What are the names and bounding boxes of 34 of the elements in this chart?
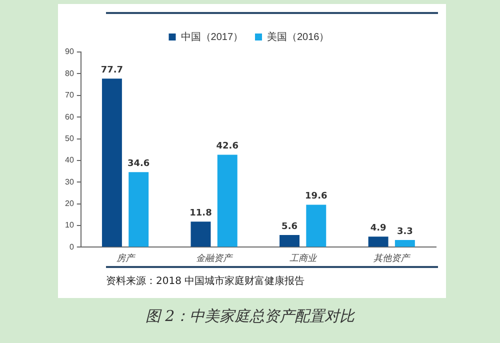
y-tick-label: 20 [64, 199, 74, 208]
data-label: 11.8 [190, 208, 212, 218]
y-tick-label: 40 [64, 156, 74, 165]
data-label: 77.7 [100, 66, 124, 76]
y-tick-label: 30 [64, 177, 74, 186]
y-tick-label: 90 [64, 47, 74, 56]
data-label: 3.3 [396, 226, 413, 237]
y-tick-label: 10 [64, 220, 74, 230]
bar [280, 235, 300, 247]
bar [394, 240, 415, 247]
text: 资料来源：2018 中国城市家庭财富健康报告 [106, 274, 305, 288]
bar [102, 78, 122, 247]
bar [128, 172, 149, 247]
legend-label: 美国（2016） [267, 30, 330, 43]
data-label: 5.6 [282, 222, 298, 232]
y-tick-label: 0 [69, 242, 74, 252]
y-tick-label: 50 [64, 134, 74, 143]
data-label: 42.6 [216, 142, 238, 152]
text: 图 2：中美家庭总资产配置对比 [144, 307, 356, 326]
bar [368, 236, 388, 247]
bar [190, 222, 211, 247]
y-tick-label: 80 [64, 68, 74, 78]
data-label: 19.6 [305, 192, 328, 202]
bar [306, 204, 326, 247]
data-label: 34.6 [127, 159, 150, 169]
x-tick-label: 工商业 [289, 253, 318, 264]
y-tick-label: 70 [64, 90, 74, 100]
bar [217, 154, 238, 247]
x-tick-label: 其他资产 [374, 253, 412, 264]
legend-label: 中国（2017） [180, 30, 244, 43]
data-label: 4.9 [370, 223, 386, 234]
y-tick-label: 60 [64, 112, 74, 122]
x-tick-label: 房产 [116, 253, 136, 264]
x-tick-label: 金融资产 [196, 253, 234, 264]
